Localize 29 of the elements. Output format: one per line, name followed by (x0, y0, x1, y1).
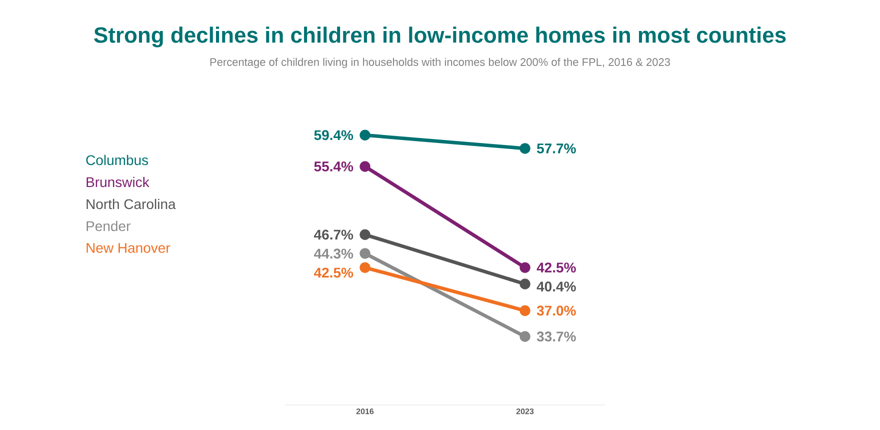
point (520, 278, 530, 290)
data-label: 46.7% (314, 230, 354, 240)
text: Columbus (86, 154, 148, 166)
text: New Hanover (86, 243, 170, 253)
data-label: 37.0% (536, 306, 576, 316)
point (520, 143, 530, 154)
point (520, 331, 530, 342)
data-label: 42.5% (314, 268, 354, 278)
chart-subtitle: Percentage of children living in households with incomes below 200% of the FPL, 2016 & 2023 (210, 58, 670, 68)
data-label: 33.7% (536, 332, 576, 342)
data-label: 44.3% (314, 248, 354, 259)
data-label: 57.7% (536, 144, 576, 154)
text: North Carolina (86, 198, 176, 210)
data-label: 42.5% (536, 262, 576, 273)
point (360, 130, 370, 140)
point (360, 262, 370, 273)
text: Brunswick (86, 176, 150, 188)
data-label: 55.4% (314, 162, 354, 172)
point (360, 229, 370, 240)
x-tick-label: 2023 (516, 408, 534, 414)
text: Pender (86, 220, 130, 232)
chart-title: Strong declines in children in low-income homes in most counties (94, 26, 786, 48)
point (360, 161, 370, 172)
point (520, 262, 530, 273)
data-label: 59.4% (314, 130, 354, 140)
x-tick-label: 2016 (356, 408, 374, 414)
point (520, 305, 530, 316)
data-label: 40.4% (536, 282, 576, 292)
point (360, 248, 370, 259)
